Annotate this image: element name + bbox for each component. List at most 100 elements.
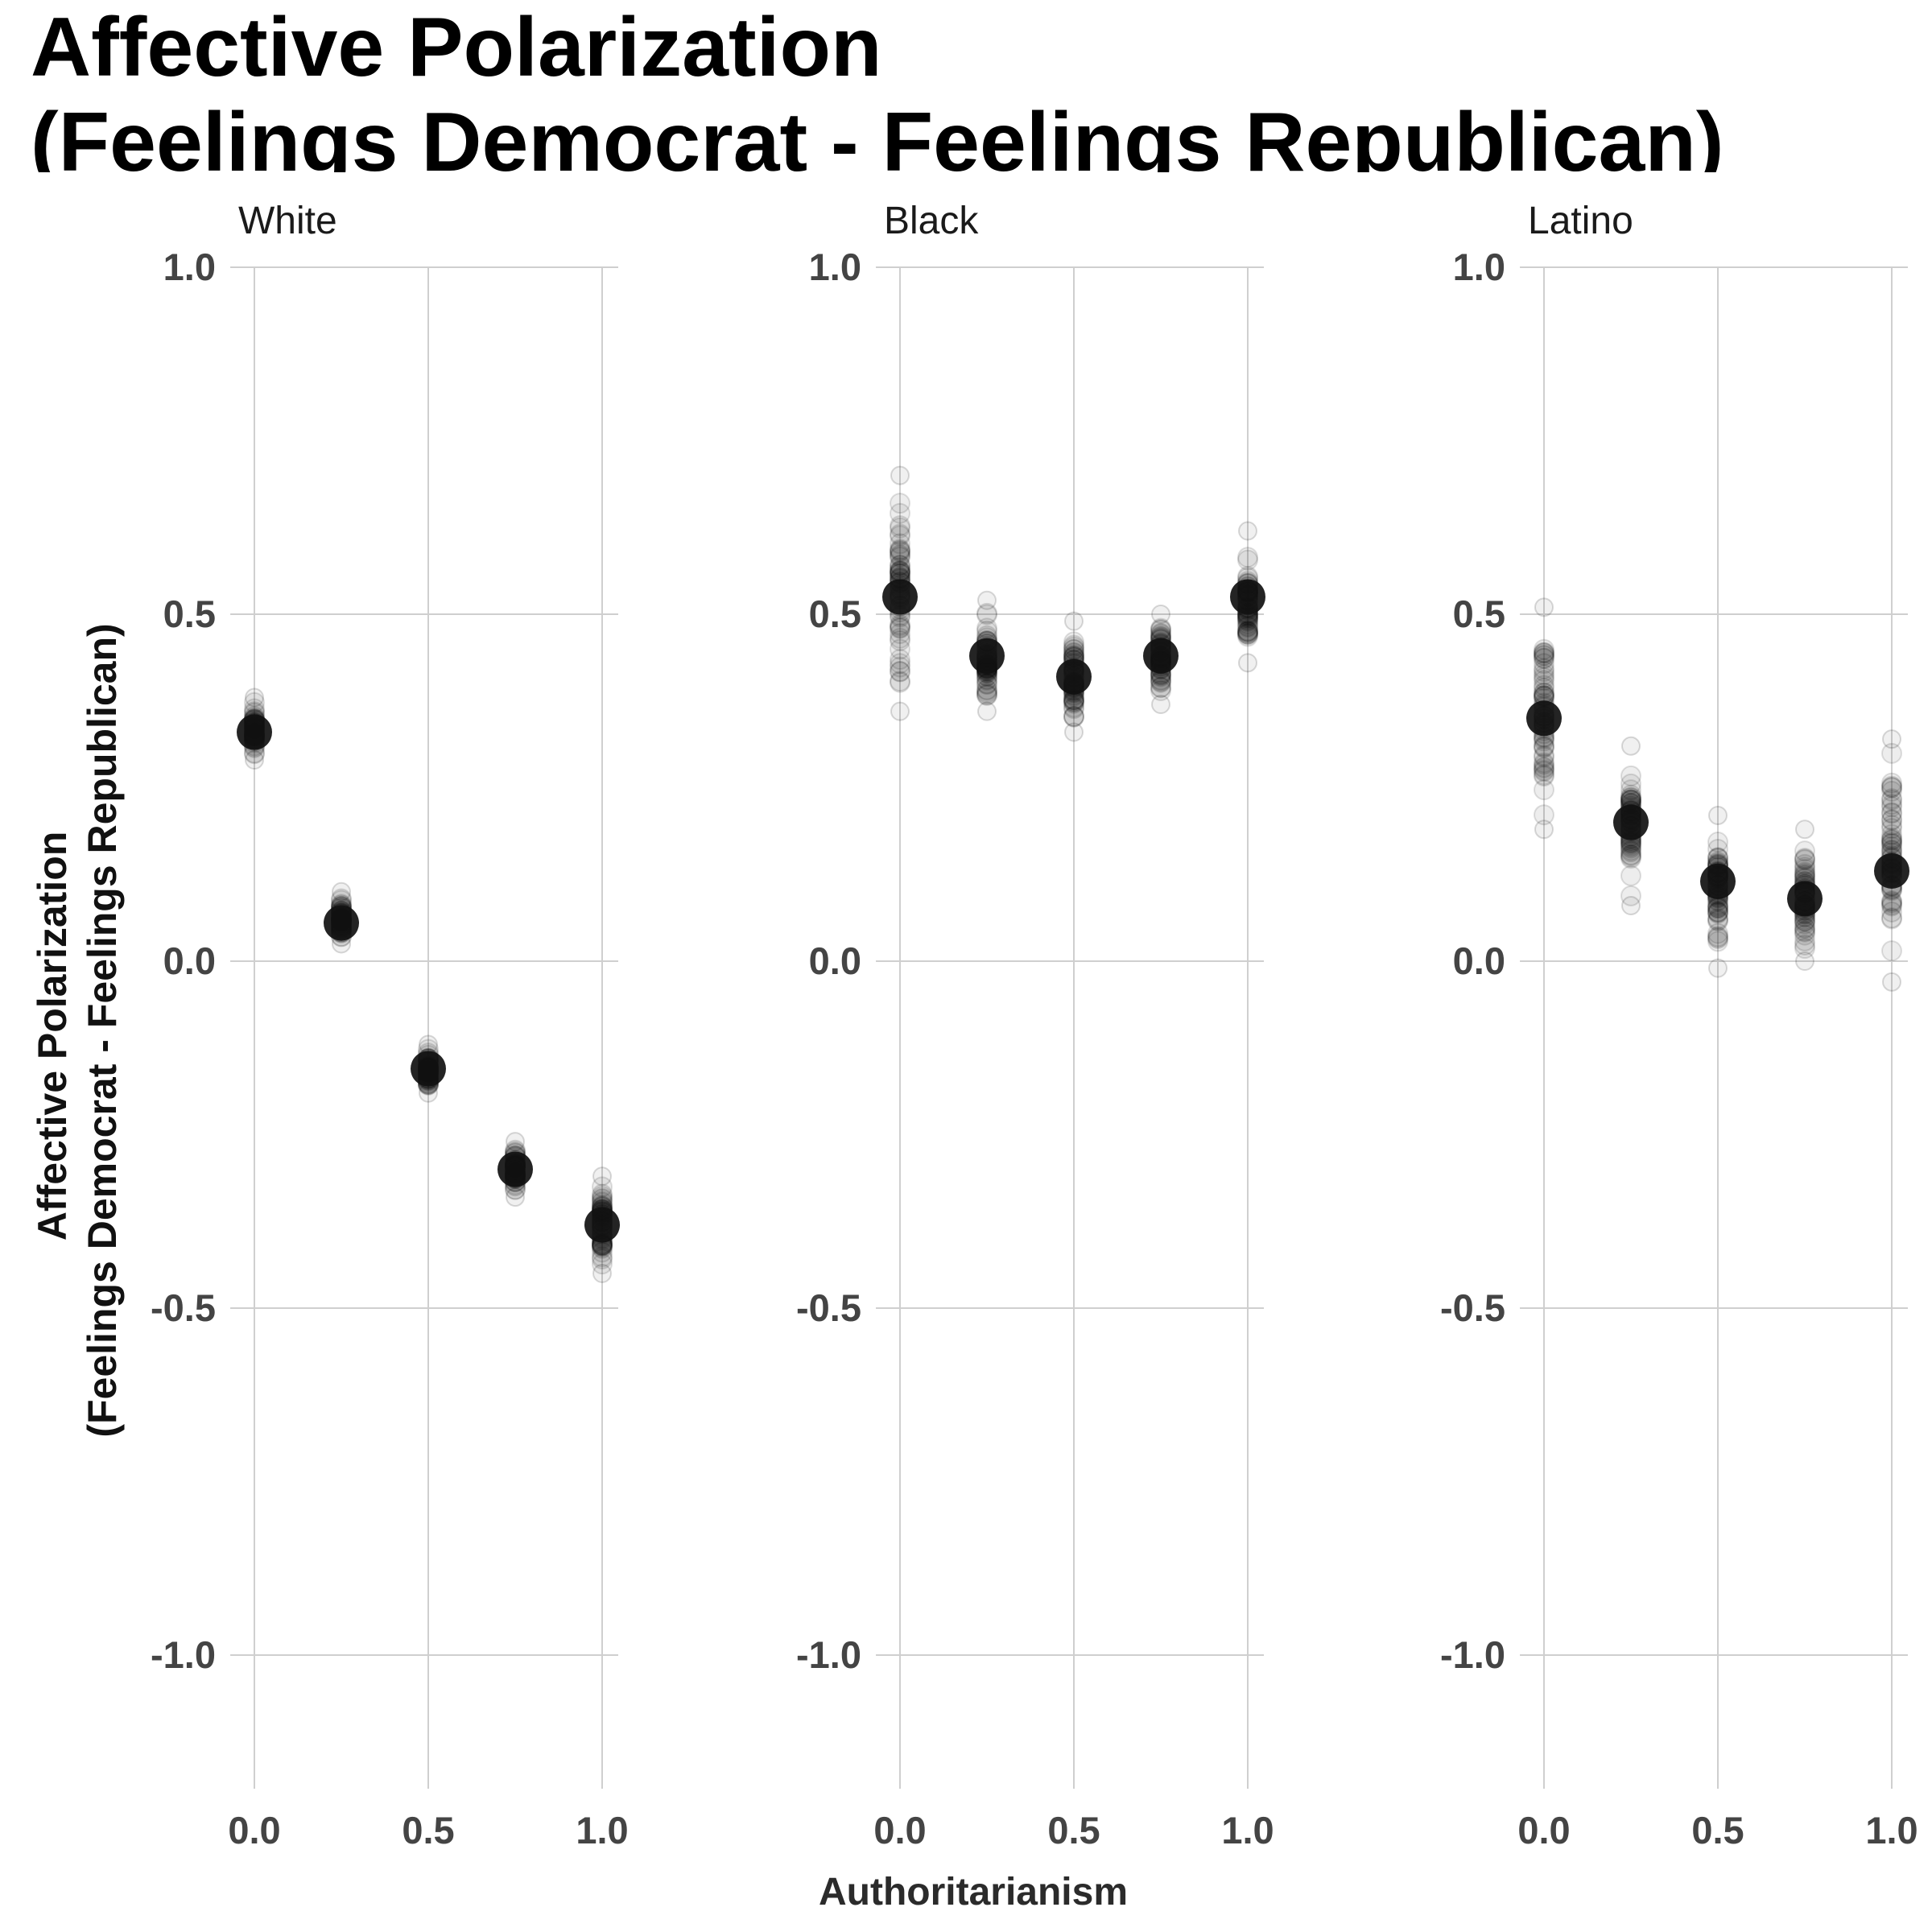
- estimate-point: [1526, 700, 1562, 737]
- draw-point-extreme: [332, 881, 351, 902]
- draw-point: [1237, 620, 1258, 642]
- y-tick-label: 0.0: [809, 939, 861, 982]
- estimate-point: [1787, 881, 1823, 917]
- draw-point-extreme: [1534, 597, 1554, 617]
- y-tick-label: 1.0: [809, 246, 861, 288]
- estimate-point: [497, 1151, 533, 1187]
- estimate-point: [1143, 638, 1179, 674]
- draw-point: [1881, 777, 1902, 799]
- draw-point: [976, 673, 997, 695]
- draw-point-extreme: [1882, 972, 1901, 992]
- x-tick-label: 0.0: [1517, 1809, 1570, 1852]
- y-tick-label: -1.0: [151, 1633, 216, 1676]
- draw-point: [1534, 766, 1554, 787]
- draw-point: [1534, 764, 1554, 786]
- draw-point: [1534, 677, 1554, 699]
- draw-point: [1620, 765, 1641, 786]
- draw-point: [1237, 623, 1258, 645]
- chart-title: Affective Polarization (Feelings Democra…: [31, 0, 1724, 172]
- draw-point: [1707, 901, 1728, 923]
- draw-point: [1534, 761, 1554, 782]
- draw-point: [592, 1253, 613, 1275]
- estimate-point: [1613, 804, 1649, 840]
- draw-point-extreme: [245, 750, 264, 770]
- estimate-point: [237, 714, 272, 750]
- draw-point: [1237, 549, 1258, 571]
- draw-point: [592, 1248, 613, 1269]
- draw-point: [890, 544, 910, 566]
- draw-point: [890, 493, 910, 514]
- draw-point: [1707, 838, 1728, 860]
- draw-point-extreme: [419, 1083, 438, 1103]
- draw-point: [1620, 779, 1641, 801]
- draw-point: [1534, 647, 1554, 669]
- draw-point: [1707, 902, 1728, 924]
- draw-point-extreme: [1882, 729, 1901, 749]
- y-tick-label: -1.0: [1440, 1633, 1505, 1676]
- draw-point: [1063, 631, 1084, 653]
- draw-point: [1881, 907, 1902, 929]
- facet-label: Latino: [1528, 200, 1633, 242]
- draw-point: [1707, 931, 1728, 952]
- draw-point: [1881, 828, 1902, 849]
- draw-point: [1150, 676, 1171, 698]
- x-tick-label: 0.5: [1047, 1809, 1100, 1852]
- draw-point: [890, 545, 910, 567]
- draw-point-extreme: [1064, 611, 1084, 631]
- draw-point: [1534, 653, 1554, 675]
- facet-black: Black -1.0 -0.5 0.0 0.5 1.0 0.0 0.5 1.0: [796, 200, 1274, 1852]
- x-tick-label: 0.0: [873, 1809, 926, 1852]
- facet-latino: Latino -1.0 -0.5 0.0 0.5 1.0 0.0 0.5 1.0: [1440, 200, 1918, 1852]
- draw-point: [1150, 617, 1171, 639]
- estimate-point: [324, 905, 359, 941]
- draw-point-extreme: [1534, 819, 1554, 840]
- draw-point-extreme: [1621, 736, 1641, 756]
- draw-point: [1534, 753, 1554, 775]
- estimate-point: [1874, 852, 1909, 889]
- draw-point-extreme: [1708, 805, 1728, 825]
- draw-point: [890, 615, 910, 637]
- draw-point: [1237, 621, 1258, 642]
- draw-point: [244, 691, 265, 713]
- draw-point: [1237, 624, 1258, 646]
- draw-point: [1881, 895, 1902, 917]
- draw-point: [1881, 796, 1902, 818]
- draw-point: [1620, 846, 1641, 868]
- draw-point: [1881, 892, 1902, 914]
- draw-point: [1707, 908, 1728, 930]
- draw-point: [1534, 758, 1554, 779]
- y-tick-label: 1.0: [1453, 246, 1505, 288]
- estimate-point: [1056, 658, 1092, 695]
- draw-point: [1063, 706, 1084, 728]
- draw-point: [1063, 636, 1084, 658]
- draw-point: [890, 614, 910, 636]
- draw-point: [890, 671, 910, 692]
- draw-point: [1237, 625, 1258, 647]
- y-tick-label: 0.5: [809, 592, 861, 635]
- draw-point-extreme: [592, 1166, 612, 1187]
- draw-point: [1534, 736, 1554, 758]
- draw-point-extreme: [1795, 819, 1814, 840]
- draw-point: [1534, 670, 1554, 691]
- draw-point: [1237, 617, 1258, 638]
- draw-point: [890, 540, 910, 562]
- draw-point: [976, 673, 997, 695]
- draw-point: [890, 630, 910, 651]
- draw-point: [1063, 638, 1084, 660]
- draw-point: [1794, 924, 1815, 946]
- draw-point: [890, 557, 910, 579]
- draw-point: [1881, 775, 1902, 797]
- draw-point: [1534, 752, 1554, 774]
- draw-point: [1534, 804, 1554, 826]
- draw-point: [1063, 698, 1084, 720]
- draw-point: [1881, 832, 1902, 853]
- draw-point: [1794, 921, 1815, 943]
- draw-point: [890, 515, 910, 537]
- draw-point: [890, 617, 910, 639]
- y-tick-label: 0.0: [163, 939, 216, 982]
- draw-point: [1707, 902, 1728, 923]
- draw-point: [592, 1246, 613, 1268]
- draw-point: [1534, 667, 1554, 688]
- draw-point: [1534, 642, 1554, 664]
- y-tick-label: 0.0: [1453, 939, 1505, 982]
